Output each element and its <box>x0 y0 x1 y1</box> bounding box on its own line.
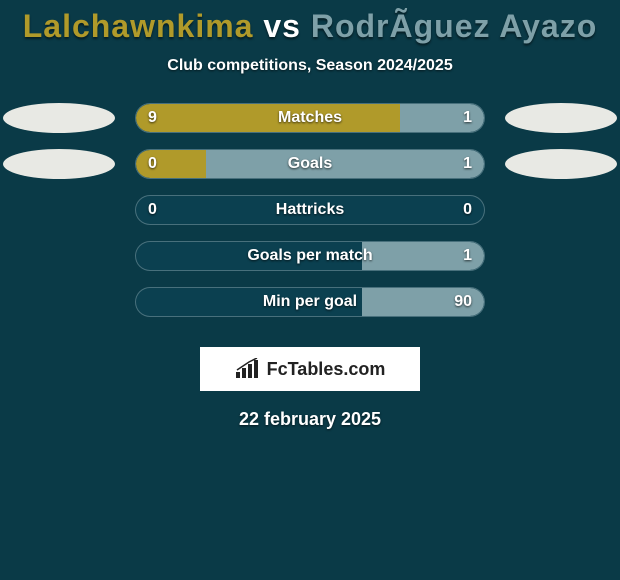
bar-chart-icon <box>235 358 261 380</box>
stat-bar: 0 0 Hattricks <box>135 195 485 225</box>
date: 22 february 2025 <box>0 409 620 430</box>
stat-value-left: 9 <box>148 109 157 127</box>
stat-row: 9 1 Matches <box>0 103 620 133</box>
bar-left-fill <box>136 150 206 178</box>
title: Lalchawnkima vs RodrÃ­guez Ayazo <box>0 8 620 45</box>
logo-box: FcTables.com <box>200 347 420 391</box>
player2-logo-placeholder <box>505 103 617 133</box>
stat-value-right: 1 <box>463 155 472 173</box>
stat-row: 0 0 Hattricks <box>0 195 620 225</box>
comparison-card: Lalchawnkima vs RodrÃ­guez Ayazo Club co… <box>0 0 620 430</box>
stat-label: Hattricks <box>276 201 344 219</box>
player2-name: RodrÃ­guez Ayazo <box>311 8 597 44</box>
bar-left-fill <box>136 104 400 132</box>
stat-label: Goals per match <box>247 247 372 265</box>
stats-rows: 9 1 Matches 0 1 Goals 0 0 Hattricks 1 Goals per ma… <box>0 103 620 317</box>
stat-label: Matches <box>278 109 342 127</box>
stat-row: 90 Min per goal <box>0 287 620 317</box>
stat-value-left: 0 <box>148 155 157 173</box>
logo-text: FcTables.com <box>267 359 386 380</box>
stat-row: 1 Goals per match <box>0 241 620 271</box>
player1-name: Lalchawnkima <box>23 8 254 44</box>
stat-value-right: 0 <box>463 201 472 219</box>
stat-bar: 90 Min per goal <box>135 287 485 317</box>
player1-logo-placeholder <box>3 103 115 133</box>
stat-value-left: 0 <box>148 201 157 219</box>
subtitle: Club competitions, Season 2024/2025 <box>0 57 620 75</box>
stat-value-right: 90 <box>454 293 472 311</box>
stat-value-right: 1 <box>463 109 472 127</box>
player1-logo-placeholder <box>3 149 115 179</box>
stat-bar: 9 1 Matches <box>135 103 485 133</box>
stat-bar: 1 Goals per match <box>135 241 485 271</box>
stat-row: 0 1 Goals <box>0 149 620 179</box>
vs-label: vs <box>263 8 301 44</box>
player2-logo-placeholder <box>505 149 617 179</box>
stat-label: Goals <box>288 155 332 173</box>
bar-right-fill <box>206 150 484 178</box>
stat-bar: 0 1 Goals <box>135 149 485 179</box>
stat-value-right: 1 <box>463 247 472 265</box>
stat-label: Min per goal <box>263 293 357 311</box>
